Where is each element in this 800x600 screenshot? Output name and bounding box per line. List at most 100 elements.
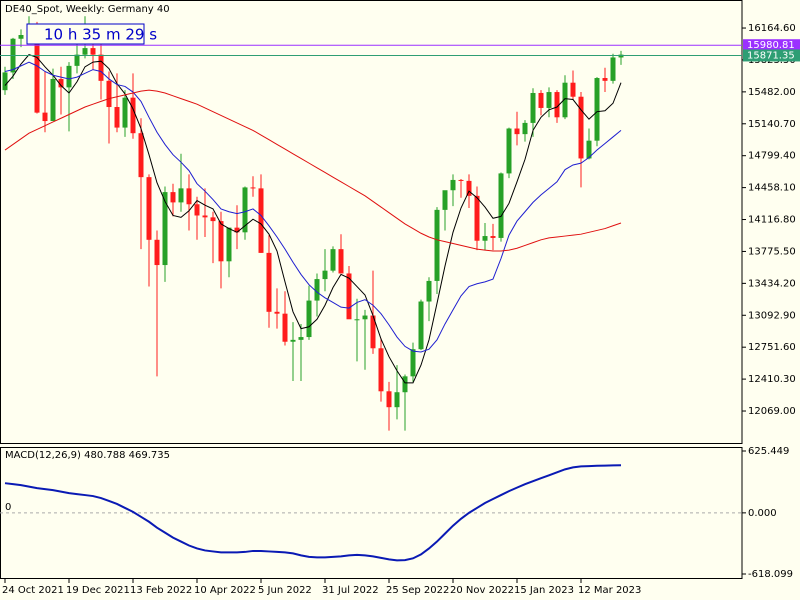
candle-body bbox=[362, 315, 368, 320]
candle-body bbox=[290, 339, 296, 342]
y-tick-label: 14799.40 bbox=[748, 151, 796, 162]
candle-body bbox=[386, 391, 392, 408]
x-tick-label: 10 Apr 2022 bbox=[194, 585, 256, 596]
y-tick-label: 15140.70 bbox=[748, 119, 796, 130]
candle-body bbox=[546, 92, 552, 108]
candle-body bbox=[138, 133, 144, 178]
level-label: 0 bbox=[5, 502, 11, 513]
candle-body bbox=[482, 236, 488, 241]
candle-body bbox=[274, 311, 280, 314]
candle-body bbox=[106, 80, 112, 108]
y-tick-label: 13775.50 bbox=[748, 246, 796, 257]
candle-body bbox=[618, 54, 624, 58]
candle-body bbox=[418, 301, 424, 350]
candle-body bbox=[266, 252, 272, 312]
price-tag bbox=[743, 49, 800, 62]
candle-body bbox=[570, 82, 576, 97]
candle-body bbox=[98, 54, 104, 81]
candle-body bbox=[610, 57, 616, 81]
candle-body bbox=[90, 48, 96, 55]
timer: 10 h 35 m 29 s bbox=[44, 26, 157, 44]
candle-body bbox=[2, 72, 8, 91]
candle-body bbox=[234, 227, 240, 233]
candle-body bbox=[154, 239, 160, 266]
y-tick-label: 13434.20 bbox=[748, 278, 796, 289]
candle-body bbox=[466, 180, 472, 196]
price-tag-label: 15980.81 bbox=[747, 40, 795, 51]
candle-body bbox=[410, 349, 416, 377]
line-series bbox=[4, 89, 622, 252]
candle-body bbox=[554, 92, 560, 118]
price-tag-label: 15871.35 bbox=[747, 50, 795, 61]
y-tick-label: 12069.00 bbox=[748, 406, 796, 417]
candle-body bbox=[602, 78, 608, 81]
candle-body bbox=[474, 195, 480, 241]
macd-title: MACD(12,26,9) 480.788 469.735 bbox=[5, 450, 170, 461]
x-tick-label: 20 Nov 2022 bbox=[450, 585, 514, 596]
y-tick-label: 0.000 bbox=[748, 508, 777, 519]
candle-body bbox=[218, 221, 224, 262]
candle-body bbox=[426, 280, 432, 302]
candle-body bbox=[122, 97, 128, 128]
candle-body bbox=[74, 54, 80, 66]
x-tick-label: 25 Sep 2022 bbox=[386, 585, 449, 596]
candle-body bbox=[146, 177, 152, 240]
line-series bbox=[4, 464, 622, 562]
candle-body bbox=[34, 28, 40, 113]
y-tick-label: 625.449 bbox=[748, 446, 789, 457]
candle-body bbox=[522, 122, 528, 135]
candle-body bbox=[186, 188, 192, 205]
candle-body bbox=[210, 217, 216, 222]
candle-body bbox=[434, 209, 440, 281]
candle-body bbox=[562, 82, 568, 118]
candle-body bbox=[322, 270, 328, 280]
candle-body bbox=[530, 92, 536, 123]
y-tick-label: 12410.30 bbox=[748, 374, 796, 385]
candle-body bbox=[306, 300, 312, 338]
x-tick-label: 19 Dec 2021 bbox=[66, 585, 130, 596]
candle-body bbox=[82, 48, 88, 55]
candle-body bbox=[162, 192, 168, 266]
candle-body bbox=[66, 65, 72, 88]
x-tick-label: 5 Jun 2022 bbox=[258, 585, 312, 596]
y-tick-label: 13092.90 bbox=[748, 310, 796, 321]
candle-body bbox=[194, 204, 200, 216]
candle-body bbox=[394, 392, 400, 408]
candle-body bbox=[58, 78, 64, 88]
candle-body bbox=[514, 128, 520, 135]
candle-body bbox=[458, 179, 464, 181]
y-tick-label: -618.099 bbox=[748, 569, 793, 580]
candle-body bbox=[538, 92, 544, 108]
candle-body bbox=[354, 319, 360, 321]
candle-body bbox=[250, 187, 256, 189]
candle-body bbox=[442, 190, 448, 210]
x-tick-label: 24 Oct 2021 bbox=[2, 585, 64, 596]
candle-body bbox=[346, 273, 352, 320]
candle-body bbox=[42, 112, 48, 122]
candle-body bbox=[258, 188, 264, 253]
candle-body bbox=[298, 337, 304, 340]
candle-body bbox=[594, 78, 600, 141]
marks: 16164.6015823.5015482.0015140.7014799.40… bbox=[0, 16, 800, 596]
candle-body bbox=[490, 236, 496, 238]
candle-body bbox=[338, 249, 344, 274]
candle-body bbox=[314, 279, 320, 301]
x-tick-label: 15 Jan 2023 bbox=[514, 585, 574, 596]
candle-body bbox=[242, 187, 248, 233]
candle-body bbox=[586, 140, 592, 159]
candle-body bbox=[170, 192, 176, 203]
candle-body bbox=[378, 348, 384, 392]
price-pane bbox=[0, 0, 743, 444]
x-tick-label: 12 Mar 2023 bbox=[578, 585, 641, 596]
y-tick-label: 12751.60 bbox=[748, 342, 796, 353]
candle-body bbox=[506, 128, 512, 174]
candle-body bbox=[114, 107, 120, 128]
line-series bbox=[4, 61, 622, 353]
timer-box bbox=[26, 23, 145, 45]
line-series bbox=[4, 54, 622, 384]
y-tick-label: 14458.10 bbox=[748, 183, 796, 194]
candle-body bbox=[202, 215, 208, 218]
chart-title: DE40_Spot, Weekly: Germany 40 bbox=[5, 4, 170, 15]
